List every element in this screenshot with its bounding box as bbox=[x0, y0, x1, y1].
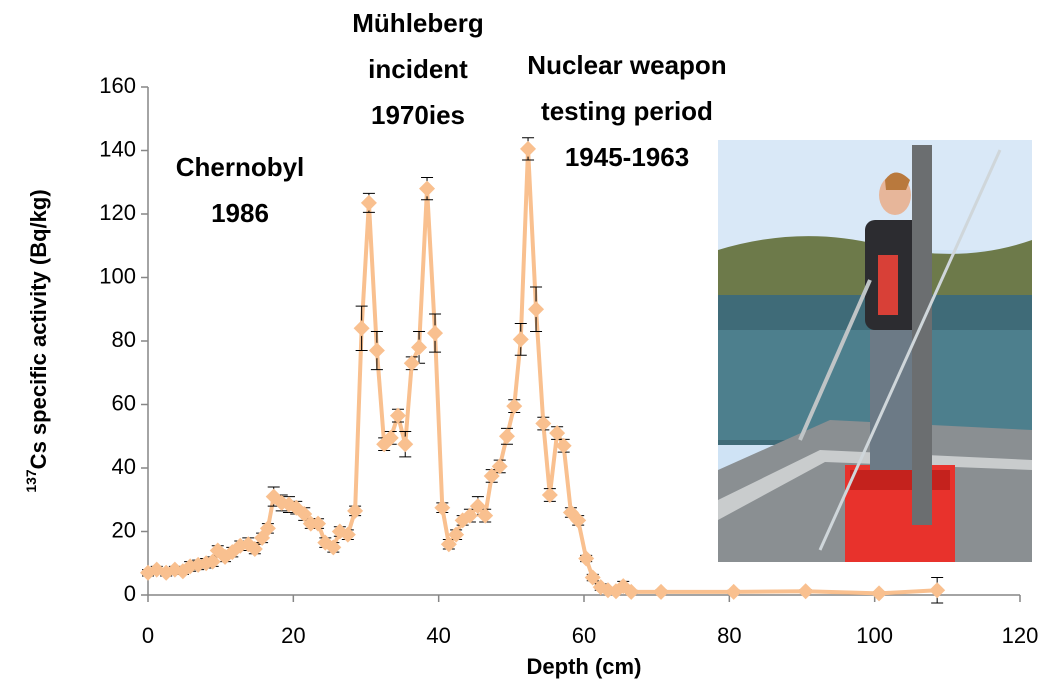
annotation: Mühleberg bbox=[352, 8, 483, 38]
y-tick-label: 80 bbox=[112, 327, 136, 352]
y-axis-label: 137Cs specific activity (Bq/kg) bbox=[23, 189, 51, 492]
y-tick-label: 120 bbox=[99, 200, 136, 225]
y-tick-label: 60 bbox=[112, 390, 136, 415]
data-point bbox=[653, 584, 669, 600]
annotation: 1945-1963 bbox=[565, 142, 689, 172]
annotation: incident bbox=[368, 54, 468, 84]
data-point bbox=[347, 503, 363, 519]
data-point bbox=[506, 398, 522, 414]
data-point bbox=[369, 343, 385, 359]
annotation: 1970ies bbox=[371, 100, 465, 130]
x-tick-label: 100 bbox=[856, 623, 893, 648]
data-point bbox=[542, 487, 558, 503]
y-tick-label: 0 bbox=[124, 581, 136, 606]
x-tick-label: 60 bbox=[572, 623, 596, 648]
y-axis-label-superscript: 137 bbox=[23, 469, 39, 493]
data-point bbox=[361, 195, 377, 211]
x-tick-label: 0 bbox=[142, 623, 154, 648]
annotation: Nuclear weapon bbox=[527, 50, 726, 80]
y-axis-label-text: Cs specific activity (Bq/kg) bbox=[26, 189, 51, 469]
annotation: Chernobyl bbox=[176, 152, 305, 182]
x-tick-label: 80 bbox=[717, 623, 741, 648]
data-point bbox=[535, 416, 551, 432]
y-tick-label: 160 bbox=[99, 73, 136, 98]
annotation: testing period bbox=[541, 96, 713, 126]
data-point bbox=[499, 428, 515, 444]
x-tick-label: 40 bbox=[426, 623, 450, 648]
x-tick-label: 120 bbox=[1002, 623, 1039, 648]
data-point bbox=[929, 582, 945, 598]
data-point bbox=[354, 320, 370, 336]
x-axis-label: Depth (cm) bbox=[527, 654, 642, 679]
data-point bbox=[726, 584, 742, 600]
data-point bbox=[513, 331, 529, 347]
data-point bbox=[798, 583, 814, 599]
data-point bbox=[390, 408, 406, 424]
data-point bbox=[578, 550, 594, 566]
chart: 0 20 40 60 80 100 120 140 160 0 20 40 60 80 100 120 Dept… bbox=[0, 0, 1048, 686]
data-point bbox=[434, 500, 450, 516]
data-point bbox=[404, 355, 420, 371]
data-point bbox=[520, 141, 536, 157]
data-point bbox=[528, 301, 544, 317]
y-tick-label: 40 bbox=[112, 454, 136, 479]
y-tick-label: 20 bbox=[112, 517, 136, 542]
data-point bbox=[427, 325, 443, 341]
data-point bbox=[411, 339, 427, 355]
photo bbox=[718, 140, 1032, 562]
data-point bbox=[419, 181, 435, 197]
data-point bbox=[549, 425, 565, 441]
data-point bbox=[871, 585, 887, 601]
data-point bbox=[397, 436, 413, 452]
x-tick-label: 20 bbox=[281, 623, 305, 648]
annotation: 1986 bbox=[211, 198, 269, 228]
y-tick-label: 140 bbox=[99, 136, 136, 161]
y-tick-label: 100 bbox=[99, 263, 136, 288]
